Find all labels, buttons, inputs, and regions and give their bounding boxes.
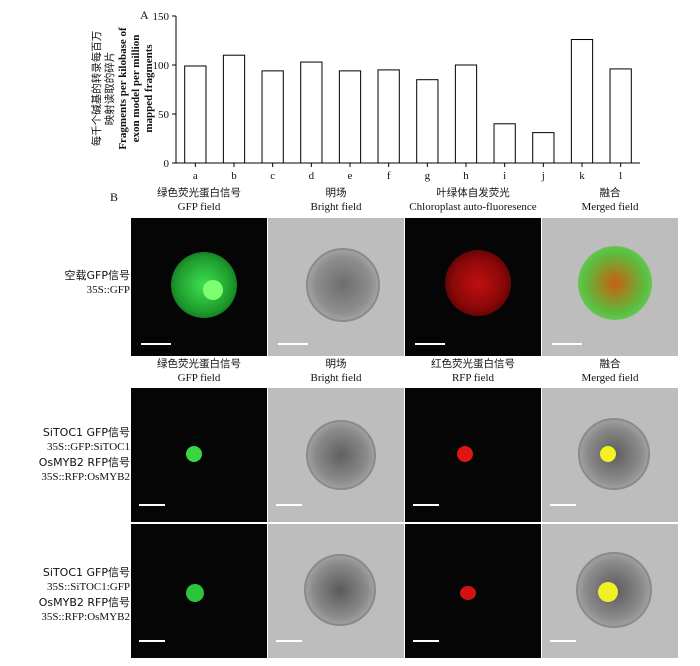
x-tick-label-e: e [348,170,353,182]
image-r1-gfp [131,218,267,356]
header-r2-rfp: 红色荧光蛋白信号 RFP field [431,358,515,384]
scale-bar [415,343,445,345]
bright-cell [304,554,376,626]
x-tick-label-c: c [270,170,275,182]
header-r2-bright: 明场 Bright field [310,358,362,384]
gfp-spot [186,584,204,602]
scale-bar [141,343,171,345]
image-r1-bright [268,218,404,356]
row-label-empty-gfp: 空载GFP信号 35S::GFP [64,269,130,296]
scale-bar [139,504,165,506]
x-tick-label-b: b [231,170,237,182]
x-tick-label-h: h [463,170,469,182]
bar-g [416,79,439,164]
bar-chart: 0 50 100 150 a b c d e f g h i j k l [153,11,640,182]
bar-e [338,70,362,164]
merged-cell [578,246,652,320]
scale-bar [550,640,576,642]
bar-c [261,70,284,164]
scale-bar [550,504,576,506]
image-r1-chloroplast [405,218,541,356]
header-r1-bright: 明场 Bright field [310,187,362,213]
x-tick-label-l: l [619,170,622,182]
x-tick-label-a: a [193,170,198,182]
y-tick-label: 50 [158,109,170,121]
x-tick-label-i: i [503,170,506,182]
row-label-gfp-sitoc1: SiTOC1 GFP信号 35S::GFP:SiTOC1 OsMYB2 RFP信… [38,426,130,483]
x-tick-label-d: d [309,170,315,182]
image-r3-merged [542,524,678,658]
bar-h [454,64,478,164]
scale-bar [139,640,165,642]
bright-cell [306,420,376,490]
bar-k [570,39,594,164]
merged-yellow-spot [600,446,616,462]
scale-bar [276,640,302,642]
panel-b-letter: B [110,190,119,204]
bar-l [609,68,632,164]
scale-bar [413,504,439,506]
header-r2-gfp: 绿色荧光蛋白信号 GFP field [157,358,241,384]
bar-d [300,61,323,164]
image-r2-gfp [131,388,267,522]
image-r3-bright [268,524,404,658]
header-r1-gfp: 绿色荧光蛋白信号 GFP field [157,187,241,213]
bright-cell [306,248,380,322]
header-r2-merged: 融合 Merged field [581,358,639,384]
x-tick-label-j: j [541,170,545,182]
bar-b [222,54,246,164]
image-r2-bright [268,388,404,522]
gfp-spot [203,280,223,300]
image-r2-merged [542,388,678,522]
image-r1-merged [542,218,678,356]
scale-bar [278,343,308,345]
chloroplast-cluster [445,250,511,316]
bar-a [184,65,207,164]
header-r1-merged: 融合 Merged field [581,187,639,213]
row-label-sitoc1-gfp: SiTOC1 GFP信号 35S::SiTOC1:GFP OsMYB2 RFP信… [38,566,130,623]
scale-bar [413,640,439,642]
bar-f [377,69,400,164]
scale-bar [552,343,582,345]
gfp-spot [186,446,202,462]
y-tick-label: 100 [153,60,170,72]
bar-i [493,123,516,164]
image-r2-rfp [405,388,541,522]
x-tick-label-k: k [579,170,585,182]
panel-a-letter: A [140,8,149,22]
scale-bar [276,504,302,506]
merged-yellow-spot [598,582,618,602]
x-tick-label-f: f [387,170,391,182]
bar-j [532,132,555,164]
image-r3-gfp [131,524,267,658]
rfp-spot [457,446,473,462]
header-r1-chloroplast: 叶绿体自发荧光 Chloroplast auto-fluoresence [409,187,537,213]
image-r3-rfp [405,524,541,658]
y-tick-label: 0 [164,158,170,170]
rfp-spot [460,586,476,600]
y-tick-label: 150 [153,11,170,23]
x-tick-label-g: g [425,170,431,182]
